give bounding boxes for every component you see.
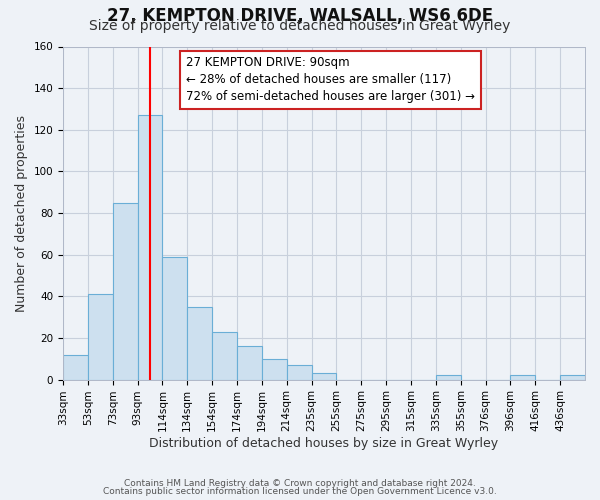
Bar [113,202,137,380]
Bar [511,376,535,380]
Bar [163,257,187,380]
Text: Contains HM Land Registry data © Crown copyright and database right 2024.: Contains HM Land Registry data © Crown c… [124,478,476,488]
Bar [287,365,311,380]
Text: 27 KEMPTON DRIVE: 90sqm
← 28% of detached houses are smaller (117)
72% of semi-d: 27 KEMPTON DRIVE: 90sqm ← 28% of detache… [185,56,475,104]
Bar [262,359,287,380]
Bar [436,376,461,380]
Bar [187,306,212,380]
Text: 27, KEMPTON DRIVE, WALSALL, WS6 6DE: 27, KEMPTON DRIVE, WALSALL, WS6 6DE [107,8,493,26]
Text: Size of property relative to detached houses in Great Wyrley: Size of property relative to detached ho… [89,19,511,33]
Bar [237,346,262,380]
X-axis label: Distribution of detached houses by size in Great Wyrley: Distribution of detached houses by size … [149,437,499,450]
Y-axis label: Number of detached properties: Number of detached properties [15,114,28,312]
Bar [137,115,163,380]
Text: Contains public sector information licensed under the Open Government Licence v3: Contains public sector information licen… [103,487,497,496]
Bar [212,332,237,380]
Bar [63,354,88,380]
Bar [311,374,337,380]
Bar [88,294,113,380]
Bar [560,376,585,380]
